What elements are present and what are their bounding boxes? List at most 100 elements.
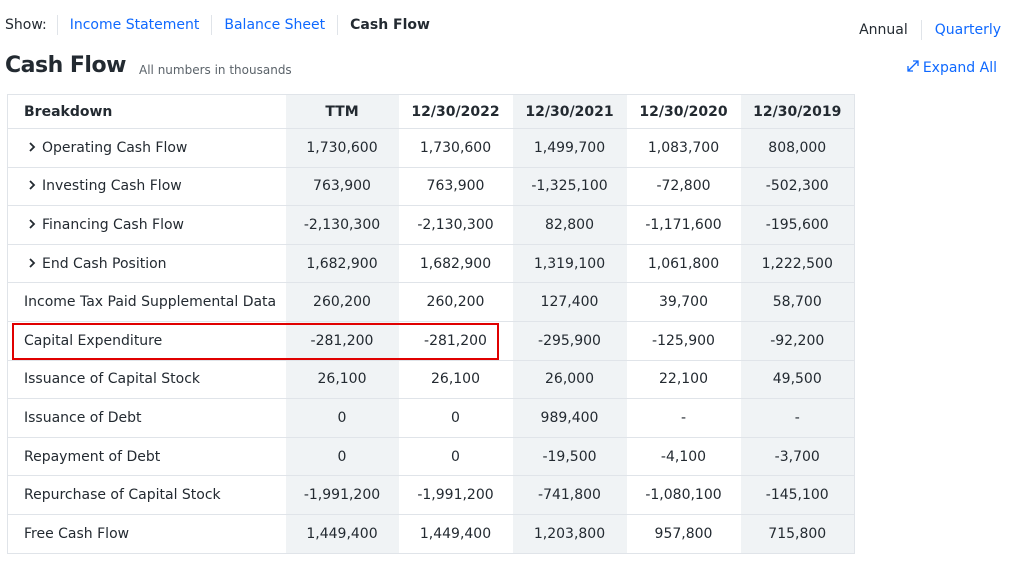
value-cell: 763,900 [398, 167, 513, 207]
column-header: 12/30/2020 [626, 94, 741, 129]
value-cell: -1,991,200 [285, 475, 399, 515]
table-row: Operating Cash Flow 1,730,600 1,730,600 1,4… [7, 128, 855, 168]
value-cell: -741,800 [512, 475, 627, 515]
value-cell: 1,222,500 [740, 244, 855, 284]
expand-chevron[interactable] [28, 178, 42, 194]
table-row: Free Cash Flow 1,449,400 1,449,400 1,203,80… [7, 514, 855, 554]
column-header: TTM [285, 94, 399, 129]
value-cell: 22,100 [626, 360, 741, 400]
row-label-cell: End Cash Position [7, 244, 286, 284]
row-label-cell: Issuance of Debt [7, 398, 286, 438]
expand-chevron[interactable] [28, 140, 42, 156]
value-cell: 1,203,800 [512, 514, 627, 554]
value-cell: -4,100 [626, 437, 741, 477]
table-row: Repurchase of Capital Stock -1,991,200 -1,… [7, 475, 855, 515]
row-label-cell: Financing Cash Flow [7, 205, 286, 245]
cash-flow-table: Breakdown TTM 12/30/2022 12/30/2021 12/30/20… [7, 94, 855, 554]
nav-tab[interactable]: Income Statement [56, 15, 212, 35]
row-label: Financing Cash Flow [42, 216, 184, 233]
row-label-cell: Repurchase of Capital Stock [7, 475, 286, 515]
value-cell: 39,700 [626, 282, 741, 322]
row-label: Income Tax Paid Supplemental Data [24, 294, 277, 311]
period-toggle: Annual Quarterly [859, 20, 1001, 40]
value-cell: 49,500 [740, 360, 855, 400]
value-cell: 1,730,600 [285, 128, 399, 168]
value-cell: -2,130,300 [285, 205, 399, 245]
value-cell: 957,800 [626, 514, 741, 554]
expand-chevron[interactable] [28, 217, 42, 233]
value-cell: -502,300 [740, 167, 855, 207]
expand-label: Expand All [922, 60, 997, 76]
expand-chevron[interactable] [28, 256, 42, 272]
value-cell: 715,800 [740, 514, 855, 554]
value-cell: -2,130,300 [398, 205, 513, 245]
table-row: Repayment of Debt 0 0 -19,500 -4,100 -3,700 [7, 437, 855, 477]
expand-icon [907, 60, 919, 72]
subtitle: All numbers in thousands [139, 63, 292, 77]
value-cell: - [740, 398, 855, 438]
value-cell: -125,900 [626, 321, 741, 361]
statement-nav: Show: Income Statement Balance Sheet Cash F… [5, 15, 442, 35]
row-label: Capital Expenditure [24, 332, 163, 349]
value-cell: 989,400 [512, 398, 627, 438]
value-cell: 260,200 [398, 282, 513, 322]
value-cell: -19,500 [512, 437, 627, 477]
value-cell: 0 [398, 398, 513, 438]
value-cell: 260,200 [285, 282, 399, 322]
value-cell: 1,083,700 [626, 128, 741, 168]
period-option[interactable]: Annual [859, 20, 922, 40]
nav-label: Show: [5, 17, 47, 33]
row-label: Repurchase of Capital Stock [24, 487, 221, 504]
row-label-cell: Repayment of Debt [7, 437, 286, 477]
value-cell: -145,100 [740, 475, 855, 515]
value-cell: -72,800 [626, 167, 741, 207]
value-cell: -92,200 [740, 321, 855, 361]
value-cell: 1,682,900 [398, 244, 513, 284]
value-cell: -281,200 [285, 321, 399, 361]
table-row: Capital Expenditure -281,200 -281,200 -295,… [7, 321, 855, 361]
value-cell: 1,730,600 [398, 128, 513, 168]
value-cell: 26,000 [512, 360, 627, 400]
column-header: 12/30/2019 [740, 94, 855, 129]
value-cell: -1,991,200 [398, 475, 513, 515]
value-cell: 82,800 [512, 205, 627, 245]
table-row: End Cash Position 1,682,900 1,682,900 1,319… [7, 244, 855, 284]
row-label-cell: Income Tax Paid Supplemental Data [7, 282, 286, 322]
value-cell: -295,900 [512, 321, 627, 361]
table-row: Income Tax Paid Supplemental Data 260,200… [7, 282, 855, 322]
row-label: Repayment of Debt [24, 448, 161, 465]
row-label: Issuance of Capital Stock [24, 371, 201, 388]
value-cell: 1,499,700 [512, 128, 627, 168]
value-cell: 58,700 [740, 282, 855, 322]
value-cell: -195,600 [740, 205, 855, 245]
value-cell: 1,449,400 [285, 514, 399, 554]
period-option[interactable]: Quarterly [934, 22, 1001, 38]
value-cell: 808,000 [740, 128, 855, 168]
table-row: Financing Cash Flow -2,130,300 -2,130,300 8… [7, 205, 855, 245]
page-title: Cash Flow [5, 53, 126, 78]
column-header: 12/30/2021 [512, 94, 627, 129]
value-cell: 1,061,800 [626, 244, 741, 284]
nav-tab[interactable]: Balance Sheet [211, 15, 337, 35]
value-cell: 1,319,100 [512, 244, 627, 284]
row-label: Investing Cash Flow [42, 178, 182, 195]
value-cell: -3,700 [740, 437, 855, 477]
table-row: Issuance of Capital Stock 26,100 26,100 26,… [7, 360, 855, 400]
table-row: Investing Cash Flow 763,900 763,900 -1,325,… [7, 167, 855, 207]
row-label-cell: Operating Cash Flow [7, 128, 286, 168]
row-label: Operating Cash Flow [42, 139, 188, 156]
row-label-cell: Issuance of Capital Stock [7, 360, 286, 400]
value-cell: - [626, 398, 741, 438]
row-label: End Cash Position [42, 255, 167, 272]
row-label-cell: Investing Cash Flow [7, 167, 286, 207]
value-cell: 0 [285, 437, 399, 477]
value-cell: -1,171,600 [626, 205, 741, 245]
value-cell: 26,100 [398, 360, 513, 400]
row-label: Free Cash Flow [24, 525, 130, 542]
value-cell: 0 [398, 437, 513, 477]
row-label-cell: Capital Expenditure [7, 321, 286, 361]
value-cell: 763,900 [285, 167, 399, 207]
expand-all[interactable]: Expand All [907, 60, 997, 76]
nav-tab[interactable]: Cash Flow [337, 15, 442, 35]
